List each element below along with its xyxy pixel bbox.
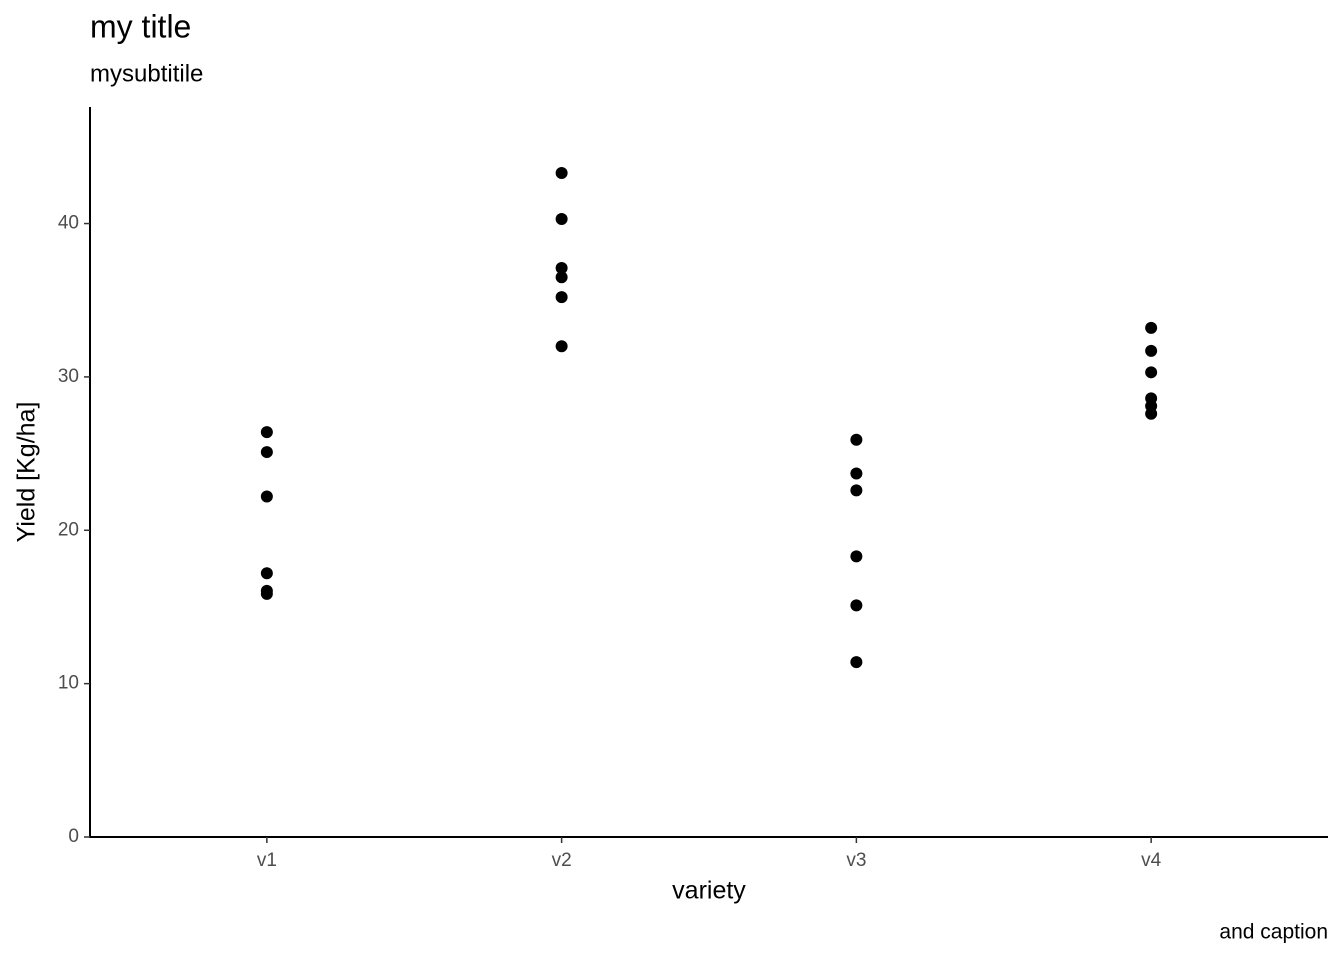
point (850, 599, 863, 612)
chart-title: my title (90, 8, 191, 44)
point (555, 166, 568, 179)
point (1145, 321, 1158, 334)
point (555, 340, 568, 353)
point (1145, 366, 1158, 379)
x-tick-label: v1 (257, 850, 277, 871)
x-axis-label: variety (672, 877, 746, 905)
caption: and caption (1219, 921, 1328, 944)
point (260, 587, 273, 600)
y-tick-label: 0 (68, 826, 79, 847)
y-axis-label: Yield [Kg/ha] (13, 402, 41, 543)
point (1145, 344, 1158, 357)
y-tick-label: 30 (58, 366, 79, 387)
x-tick-label: v2 (552, 850, 572, 871)
y-tick-label: 20 (58, 519, 79, 540)
point (850, 433, 863, 446)
point (555, 262, 568, 275)
point (260, 446, 273, 459)
point (555, 271, 568, 284)
point (555, 212, 568, 225)
point (260, 490, 273, 503)
x-tick-label: v3 (846, 850, 866, 871)
point (260, 426, 273, 439)
y-tick-label: 10 (58, 673, 79, 694)
point (850, 656, 863, 669)
point (1145, 407, 1158, 420)
point (850, 484, 863, 497)
y-tick-label: 40 (58, 213, 79, 234)
point (260, 567, 273, 580)
chart-subtitle: mysubtitile (90, 60, 203, 87)
point (850, 550, 863, 563)
point (850, 467, 863, 480)
point (555, 291, 568, 304)
x-tick-label: v4 (1141, 850, 1162, 871)
